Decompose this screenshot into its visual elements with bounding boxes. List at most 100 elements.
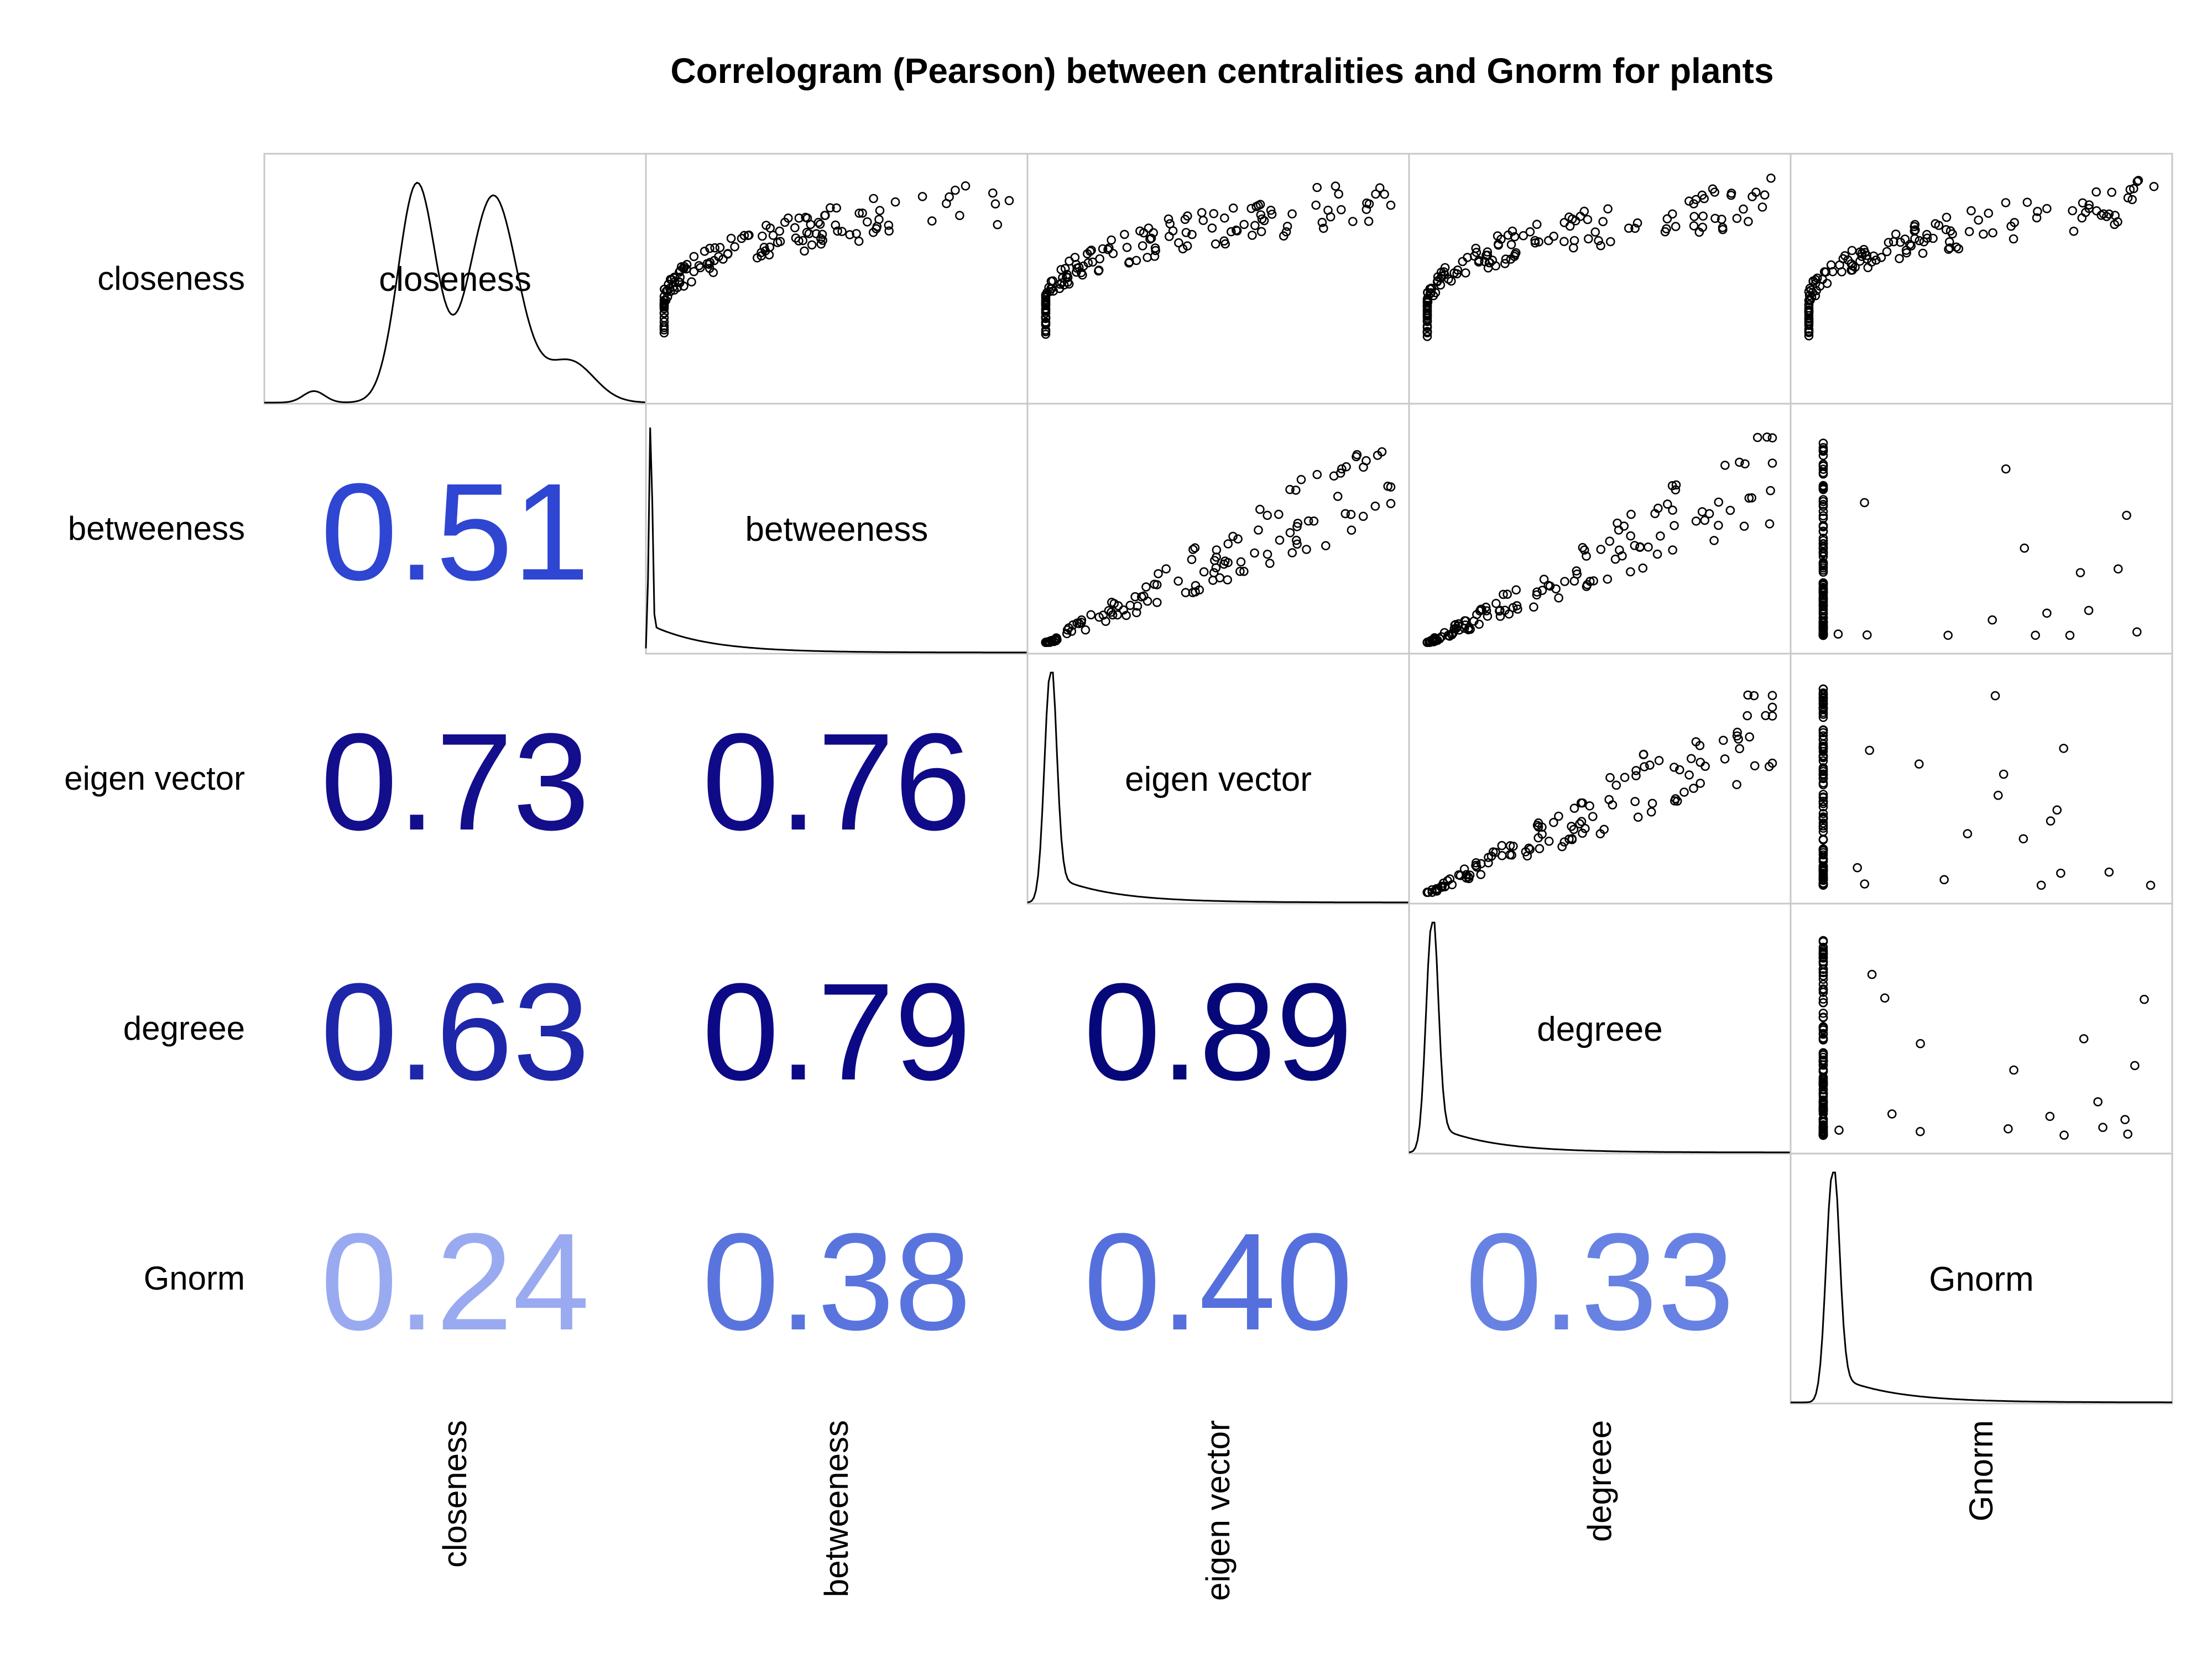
scatter-point xyxy=(1560,577,1569,586)
scatter-point xyxy=(2065,630,2075,640)
scatter-point xyxy=(945,192,954,202)
scatter-point xyxy=(1760,190,1770,200)
scatter-point xyxy=(1818,792,1828,802)
scatter-point xyxy=(1941,225,1951,234)
scatter-point xyxy=(1509,842,1518,851)
scatter-point xyxy=(1943,630,1953,640)
scatter-point xyxy=(1067,627,1077,636)
scatter-point xyxy=(1533,833,1543,843)
scatter-point xyxy=(1386,499,1396,508)
scatter-point xyxy=(1223,575,1232,585)
scatter-point xyxy=(1735,744,1744,754)
scatter-point xyxy=(1818,539,1828,549)
scatter-point xyxy=(1865,745,1874,755)
scatter-point xyxy=(1312,469,1322,479)
scatter-point xyxy=(1818,848,1828,858)
scatter-point xyxy=(1855,256,1865,266)
scatter-point xyxy=(2132,176,2142,186)
scatter-point xyxy=(1220,213,1229,223)
correlation-value: 0.89 xyxy=(1084,954,1353,1109)
scatter-point xyxy=(1684,196,1694,206)
scatter-point xyxy=(1122,243,1132,252)
scatter-point xyxy=(1818,497,1828,507)
scatter-point xyxy=(1833,629,1843,639)
scatter-point xyxy=(1352,452,1361,462)
scatter-point xyxy=(1575,819,1584,828)
scatter-point xyxy=(1818,964,1828,974)
scatter-point xyxy=(1818,567,1828,577)
scatter-point xyxy=(1583,215,1593,225)
scatter-point xyxy=(1150,580,1159,589)
scatter-point xyxy=(1624,223,1634,233)
scatter-point xyxy=(2075,568,2085,577)
scatter-point xyxy=(884,226,894,236)
panel-border xyxy=(1790,403,2173,655)
scatter-point xyxy=(1726,189,1736,198)
scatter-point xyxy=(1041,330,1051,339)
scatter-point xyxy=(1465,624,1475,634)
scatter-point xyxy=(1626,567,1635,577)
scatter-point xyxy=(993,220,1003,229)
diagonal-label-closeness: closeness xyxy=(379,260,531,299)
scatter-point xyxy=(1508,603,1518,613)
scatter-point xyxy=(1590,227,1600,237)
scatter-point xyxy=(739,231,749,241)
scatter-point xyxy=(2127,195,2137,205)
scatter-point xyxy=(689,252,699,262)
scatter-point xyxy=(1818,468,1828,478)
scatter-point xyxy=(1867,969,1877,979)
scatter-point xyxy=(757,251,766,261)
scatter-point xyxy=(1578,828,1587,838)
scatter-point xyxy=(1199,567,1209,577)
scatter-point xyxy=(2052,805,2062,815)
scatter-point xyxy=(1554,811,1563,821)
scatter-point xyxy=(1910,234,1919,243)
scatter-point xyxy=(826,203,835,213)
scatter-point xyxy=(1425,284,1434,294)
scatter-point xyxy=(1596,545,1606,554)
scatter-point xyxy=(1765,519,1775,529)
scatter-point xyxy=(2045,1112,2055,1121)
scatter-point xyxy=(1606,237,1615,247)
scatter-point xyxy=(1714,520,1723,530)
scatter-point xyxy=(1248,231,1257,240)
scatter-point xyxy=(1447,630,1457,639)
scatter-point xyxy=(1818,439,1828,448)
scatter-point xyxy=(2001,464,2011,474)
scatter-point xyxy=(1485,258,1495,268)
density-curve xyxy=(264,181,646,404)
row-label-closeness: closeness xyxy=(97,260,245,297)
scatter-point xyxy=(1108,249,1118,258)
panel-border xyxy=(1026,403,1410,655)
scatter-point xyxy=(1120,229,1129,239)
scatter-point xyxy=(1631,766,1641,775)
scatter-point xyxy=(1882,247,1892,257)
scatter-point xyxy=(1594,236,1603,246)
scatter-point xyxy=(1818,1056,1828,1065)
scatter-point xyxy=(1569,243,1578,253)
scatter-point xyxy=(1094,266,1103,276)
scatter-point xyxy=(1818,937,1828,947)
scatter-point xyxy=(1551,584,1561,594)
scatter-point xyxy=(1235,566,1245,576)
scatter-point xyxy=(1766,486,1775,495)
scatter-point xyxy=(1471,858,1481,868)
scatter-point xyxy=(1945,226,1955,236)
scatter-point xyxy=(1062,629,1072,639)
scatter-point xyxy=(1846,259,1856,269)
scatter-point xyxy=(1223,539,1233,549)
row-label-degreee: degreee xyxy=(123,1010,245,1047)
scatter-point xyxy=(1662,224,1671,234)
scatter-point xyxy=(961,181,971,191)
scatter-point xyxy=(2068,206,2077,216)
scatter-point xyxy=(1525,227,1535,237)
scatter-point xyxy=(700,247,709,256)
scatter-point xyxy=(1743,690,1752,700)
scatter-point xyxy=(2093,1097,2103,1107)
scatter-point xyxy=(1181,228,1191,237)
scatter-point xyxy=(1483,612,1493,621)
scatter-point xyxy=(1046,276,1056,286)
scatter-point xyxy=(1751,187,1761,197)
scatter-point xyxy=(744,230,754,240)
scatter-point xyxy=(1902,248,1911,258)
